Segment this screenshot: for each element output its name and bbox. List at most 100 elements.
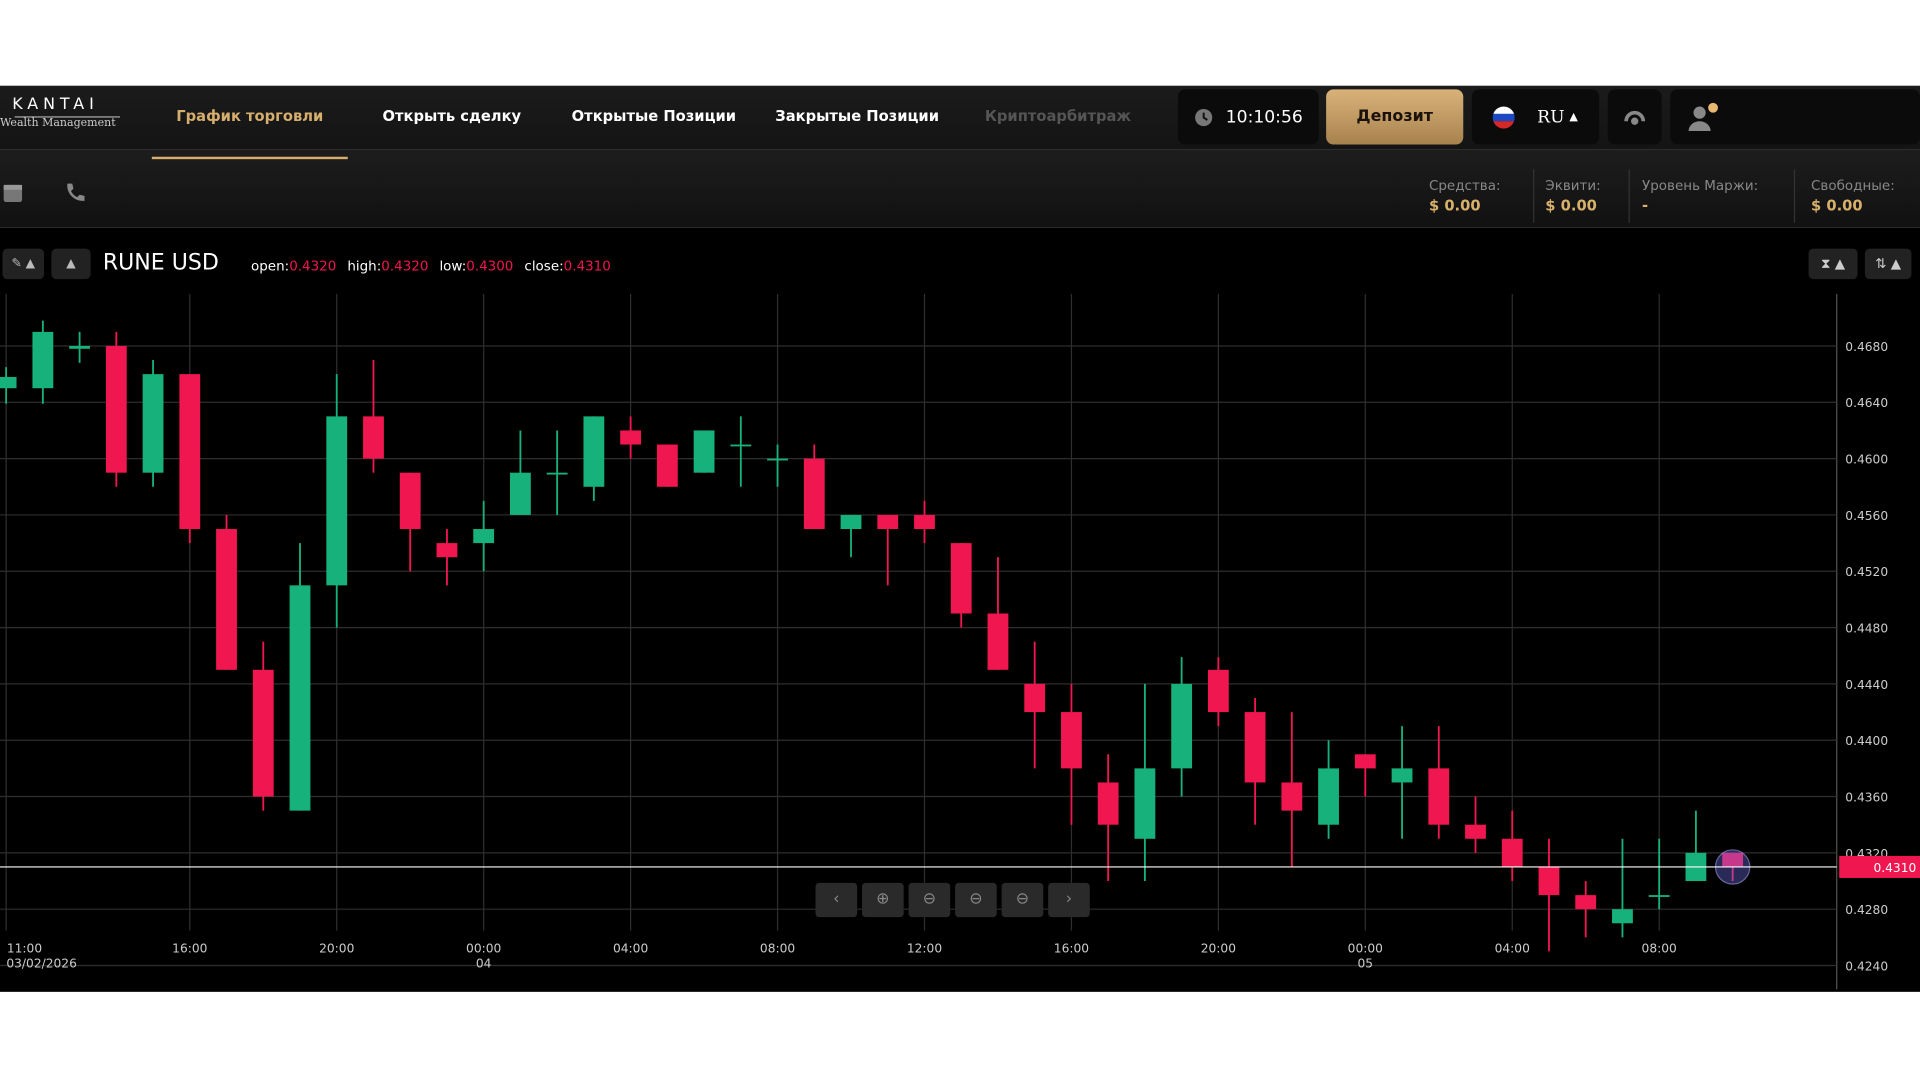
zoom-reset[interactable]: ⊖ <box>955 882 997 918</box>
candle-body <box>142 374 164 473</box>
candle-body <box>1244 712 1266 783</box>
candle-body <box>1171 683 1193 769</box>
y-tick-label: 0.4240 <box>1845 959 1888 973</box>
candle-body <box>1024 683 1046 713</box>
candle-body <box>1575 895 1597 910</box>
x-tick-label: 16:00 <box>1054 942 1089 956</box>
nav-bar <box>0 85 1920 150</box>
stat-label: Свободные: <box>1811 177 1895 194</box>
candle-body <box>693 430 715 473</box>
x-tick-label: 08:00 <box>1642 942 1677 956</box>
collapse-button[interactable]: ▲ <box>51 248 91 280</box>
candle-body <box>767 458 788 461</box>
flag-icon <box>1493 105 1516 128</box>
stat-divider <box>1628 168 1630 223</box>
toolbar-row <box>0 149 1920 228</box>
candle-body <box>216 529 237 670</box>
x-date-label: 05 <box>1358 956 1374 970</box>
candle-body <box>1722 852 1744 867</box>
y-tick-label: 0.4400 <box>1845 734 1888 748</box>
stat-label: Средства: <box>1428 177 1501 194</box>
x-tick-label: 00:00 <box>466 942 501 956</box>
support-icon <box>1624 110 1646 125</box>
stat-divider <box>1793 168 1796 223</box>
candle-body <box>583 416 605 487</box>
phone-icon[interactable] <box>64 181 86 203</box>
profile-button[interactable] <box>1670 89 1920 145</box>
profile-icon <box>1688 102 1718 131</box>
x-tick-label: 08:00 <box>760 942 795 956</box>
x-date-label: 04 <box>476 956 492 970</box>
x-tick-label: 04:00 <box>613 942 648 956</box>
active-tab-underline <box>151 156 348 160</box>
zoom-controls: ‹ ⊕ ⊖ ⊖ ⊖ › <box>815 882 1090 918</box>
scroll-left[interactable]: ‹ <box>815 882 858 918</box>
timeframe-button[interactable]: ⧗ ▲ <box>1808 248 1858 280</box>
logo-subtitle: Wealth Management <box>0 117 116 130</box>
language-select[interactable]: RU ▲ <box>1471 89 1600 145</box>
candle-body <box>1391 768 1413 783</box>
candle-body <box>656 444 678 487</box>
nav-tab[interactable]: Закрытые Позиции <box>775 107 940 125</box>
candle-body <box>1097 782 1119 825</box>
stat-label: Эквити: <box>1545 177 1601 194</box>
candle-body <box>326 416 348 586</box>
zoom-in[interactable]: ⊕ <box>862 882 904 918</box>
calendar-icon[interactable] <box>2 181 24 203</box>
candle-body <box>1648 895 1670 897</box>
support-button[interactable] <box>1607 89 1662 145</box>
ohlc-label: low: <box>439 258 467 275</box>
stat-value: $ 0.00 <box>1428 197 1481 215</box>
ohlc-value: 0.4320 <box>289 258 337 275</box>
candle-body <box>510 472 531 515</box>
candle-body <box>436 543 458 558</box>
candle-body <box>950 543 972 614</box>
symbol: RUNE USD <box>102 249 219 276</box>
stat-label: Уровень Маржи: <box>1642 177 1759 194</box>
candle-body <box>1318 768 1339 825</box>
x-tick-label: 00:00 <box>1348 942 1383 956</box>
stat-value: - <box>1642 197 1649 215</box>
candle-body <box>252 669 274 797</box>
y-tick-label: 0.4360 <box>1845 790 1888 804</box>
ohlc-value: 0.4310 <box>563 258 611 275</box>
deposit-button[interactable]: Депозит <box>1326 89 1464 145</box>
chart-type-button[interactable]: ⇅ ▲ <box>1864 248 1912 280</box>
ohlc-value: 0.4320 <box>381 258 429 275</box>
candle-body <box>803 458 825 530</box>
x-date-label: 03/02/2026 <box>6 956 77 970</box>
candle-body <box>289 585 311 811</box>
nav-tab[interactable]: Открыть сделку <box>382 107 522 125</box>
logo-rule <box>14 116 121 118</box>
zoom-fit[interactable]: ⊖ <box>1001 882 1044 918</box>
y-tick-label: 0.4480 <box>1845 621 1888 635</box>
y-tick-label: 0.4600 <box>1845 453 1888 467</box>
clock: 10:10:56 <box>1225 107 1303 127</box>
drawing-tool-button[interactable]: ✎ ▲ <box>2 248 45 280</box>
scroll-right[interactable]: › <box>1048 882 1090 918</box>
candle-body <box>546 472 568 475</box>
x-tick-label: 20:00 <box>319 942 354 956</box>
y-tick-label: 0.4520 <box>1845 565 1888 579</box>
zoom-out[interactable]: ⊖ <box>908 882 951 918</box>
nav-tab[interactable]: Открытые Позиции <box>571 107 737 125</box>
y-tick-label: 0.4280 <box>1845 903 1888 917</box>
candle-body <box>399 472 421 530</box>
clock-box: 10:10:56 <box>1177 89 1319 145</box>
y-tick-label: 0.4440 <box>1845 678 1888 692</box>
candle-body <box>105 345 127 473</box>
nav-tab[interactable]: Криптоарбитраж <box>984 107 1132 125</box>
candle-body <box>1538 866 1560 896</box>
candle-body <box>69 345 91 349</box>
x-tick-label: 16:00 <box>172 942 207 956</box>
x-tick-label: 12:00 <box>907 942 942 956</box>
candle-body <box>32 331 54 389</box>
candle-body <box>620 430 642 445</box>
candle-body <box>840 514 862 530</box>
candle-body <box>1428 768 1450 825</box>
nav-tab[interactable]: График торговли <box>176 107 324 125</box>
x-tick-label: 20:00 <box>1201 942 1236 956</box>
last-price-tag <box>1839 855 1920 878</box>
y-tick-label: 0.4680 <box>1845 340 1888 354</box>
